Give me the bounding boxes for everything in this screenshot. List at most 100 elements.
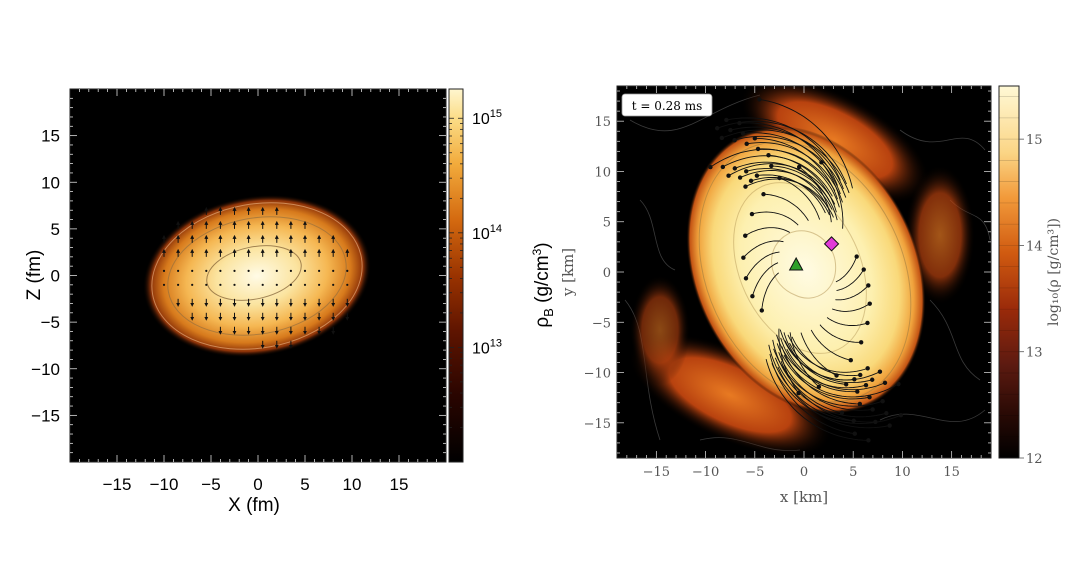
right-y-tick-label: −15 [584,417,611,432]
right-axis-ticks: −15 −10 −5 0 5 10 15 −15 −10 −5 0 5 10 15 [584,86,991,480]
tracer-point [839,410,845,415]
left-colorbar-tick-label: 1015 [472,108,502,128]
right-y-tick-label: 5 [603,216,611,231]
tracer-point [754,173,760,178]
tracer-point [726,173,731,178]
tracer-path [771,165,838,221]
tracer-path [721,129,850,194]
left-velocity-point [162,269,166,272]
right-tracer-points [708,97,904,443]
tracer-path [771,363,902,424]
left-x-tick-label: −10 [150,475,179,494]
right-x-tick-label: 0 [800,465,808,480]
left-velocity-point [303,269,307,272]
left-y-tick-label: 10 [41,173,60,192]
right-colorbar-ticks: 12 13 14 15 [1019,133,1043,467]
tracer-path [734,135,847,198]
tracer-point [740,131,746,136]
tracer-point [858,372,863,378]
tracer-point [866,438,871,443]
left-contour-inner [206,245,302,301]
left-velocity-point [332,269,335,272]
tracer-point [743,184,748,189]
tracer-point [857,401,863,407]
right-colorbar [998,85,1020,459]
tracer-path [787,334,868,373]
tracer-point [855,389,860,394]
right-panel: t = 0.28 ms −15 −10 −5 0 5 10 15 −15 −10 −5 0 5 10 15… [559,85,1062,506]
left-x-tick-label: 15 [390,475,409,494]
tracer-path [835,285,869,301]
left-velocity-point [247,283,250,286]
left-velocity-point [275,283,278,286]
left-velocity-point [233,269,236,272]
tracer-path [774,357,887,418]
left-colorbar [448,88,464,463]
left-velocity-point [332,283,335,286]
tracer-point [714,126,720,131]
tracer-point [869,377,875,382]
tracer-path [745,227,791,237]
right-x-tick-label: 15 [943,465,960,480]
tracer-point [865,366,870,371]
tracer-point [819,160,824,165]
tracer-point [737,175,743,180]
right-y-tick-label: −5 [592,316,611,331]
tracer-point [743,233,748,238]
left-velocity-point [303,283,307,286]
tracer-path [765,358,869,441]
triangle-marker [788,256,804,271]
diamond-marker [823,236,840,252]
tracer-point [737,120,742,126]
tracer-point [744,169,749,174]
tracer-path [776,334,867,389]
tracer-point [866,283,871,288]
tracer-point [728,127,733,133]
tracer-path [800,332,837,376]
right-y-tick-label: 10 [594,165,611,180]
tracer-point [769,163,774,169]
tracer-path [810,329,851,361]
tracer-point [854,254,859,259]
tracer-point [865,320,870,326]
right-x-tick-label: −10 [692,465,719,480]
time-annotation: t = 0.28 ms [632,99,703,113]
left-velocity-point [191,283,194,286]
tracer-point [834,373,839,378]
tracer-point [732,166,738,171]
tracer-path [761,272,779,311]
tracer-path [779,329,855,381]
tracer-point [759,308,764,313]
tracer-path [717,120,847,185]
tracer-path [826,317,868,326]
left-velocity-arrows [162,206,350,349]
right-y-tick-label: 0 [603,266,611,281]
tracer-point [750,294,755,299]
tracer-point [851,418,856,424]
left-velocity-point [275,269,278,272]
tracer-path [759,98,853,189]
left-velocity-point [318,269,321,272]
left-velocity-point [219,283,222,286]
left-axis-ticks: −15 −10 −5 0 5 10 15 −15 −10 −5 0 5 10 15 [31,89,446,494]
right-y-tick-label: −10 [584,367,611,382]
left-velocity-point [289,269,292,272]
left-velocity-point [205,269,208,272]
left-x-tick-label: −15 [103,475,132,494]
tracer-point [749,211,755,217]
left-y-tick-label: 15 [41,127,60,146]
tracer-path [763,193,809,221]
tracer-path [743,240,784,258]
tracer-point [724,117,729,123]
tracer-path [769,353,855,435]
tracer-point [873,419,878,425]
left-x-tick-label: 5 [300,475,309,494]
right-x-tick-label: 5 [849,465,857,480]
tracer-path [776,343,870,400]
left-x-tick-label: 10 [343,475,362,494]
tracer-path [832,303,871,312]
left-velocity-point [162,283,166,286]
left-velocity-point [346,283,349,286]
left-velocity-point [219,269,222,272]
